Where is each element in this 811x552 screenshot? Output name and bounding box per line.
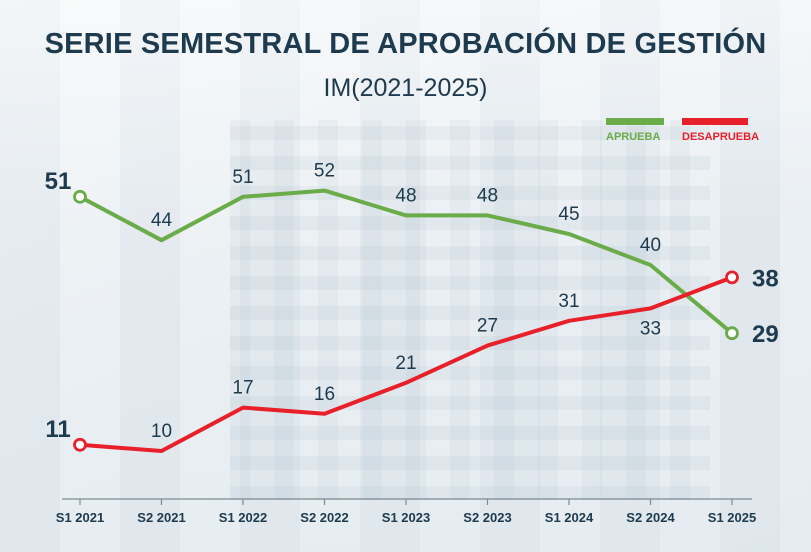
x-tick-label: S1 2021 [56,510,104,525]
data-label: 51 [232,167,253,188]
series-point-marker [725,326,739,341]
data-label: 44 [151,210,173,231]
legend-desaprueba: DESAPRUEBA [682,118,759,143]
series-point-marker [73,437,87,452]
x-tick-label: S1 2025 [708,510,756,525]
data-label: 16 [314,384,335,405]
x-tick-label: S2 2024 [626,510,675,525]
data-label: 51 [45,168,72,195]
legend-aprueba: APRUEBA [606,118,664,143]
data-label: 52 [314,161,335,182]
legend-desaprueba-swatch [682,118,748,125]
data-label: 48 [395,185,416,206]
data-label: 27 [477,316,498,337]
legend-desaprueba-label: DESAPRUEBA [682,131,760,143]
x-tick-label: S1 2023 [382,510,430,525]
data-label: 21 [395,353,416,374]
x-tick-label: S2 2023 [463,510,511,525]
data-label: 38 [752,265,779,292]
data-label: 40 [640,235,661,256]
data-label: 48 [477,185,498,206]
chart-title: SERIE SEMESTRAL DE APROBACIÓN DE GESTIÓN [44,28,767,60]
data-label: 45 [558,204,579,225]
data-label: 17 [232,378,253,399]
series-point-marker [725,270,739,285]
x-tick-label: S1 2024 [545,510,594,525]
series-line-aprueba [78,188,734,336]
x-tick-label: S2 2021 [137,510,185,525]
chart-subtitle: IM(2021-2025) [323,74,488,102]
data-label: 31 [558,291,579,312]
legend-aprueba-label: APRUEBA [606,131,661,143]
series-point-marker [73,189,87,204]
x-tick-label: S1 2022 [219,510,267,525]
data-label: 29 [752,321,779,348]
data-label: 10 [151,421,172,442]
series-line-desaprueba [78,275,734,453]
x-tick-label: S2 2022 [300,510,348,525]
data-label: 33 [640,318,661,339]
legend-aprueba-swatch [606,118,664,125]
data-label: 11 [45,416,70,443]
